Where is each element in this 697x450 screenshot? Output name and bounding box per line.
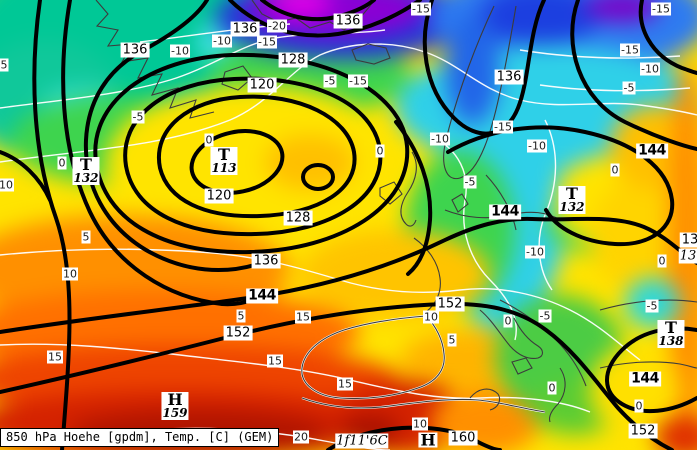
height-label: 136 [230,21,260,37]
temp-label: -15 [257,35,277,49]
pressure-center: H [418,430,438,450]
temp-label: -5 [323,74,337,88]
temp-label: 15 [337,377,353,391]
temp-label: -10 [212,34,232,48]
temp-label: 0 [634,399,644,413]
pressure-center: H 159 [161,392,189,420]
temp-label: 5 [236,309,246,323]
temp-label: 5 [447,333,457,347]
temp-label: -5 [622,81,636,95]
temp-label: 0 [57,156,67,170]
height-label: 136 [120,42,150,58]
pressure-center: T 132 [72,157,100,185]
temp-label: 5 [0,58,9,72]
temp-label: 15 [295,310,311,324]
temp-label: 0 [610,163,620,177]
temp-label: 15 [47,350,63,364]
temp-label: -10 [525,245,545,259]
height-label: 128 [278,52,308,68]
pressure-center-value: 113 [210,161,238,175]
temp-label: 0 [657,254,667,268]
pressure-center: T 113 [210,147,238,175]
temp-label: -15 [348,74,368,88]
temp-label: -15 [651,2,671,16]
height-label: 160 [448,430,478,446]
temp-label: -10 [640,62,660,76]
height-label: 136 [251,253,281,269]
height-label: 144 [246,287,278,304]
pressure-center-letter: T [558,186,586,202]
temp-label: -5 [463,175,477,189]
pressure-center: T 138 [657,320,685,348]
temp-label: -20 [267,19,287,33]
pressure-center-value: 138 [657,334,685,348]
temp-label: -5 [645,299,659,313]
pressure-center-letter: T [657,320,685,336]
height-label: 144 [489,203,521,220]
pressure-center-value: 132 [558,200,586,214]
height-label: 152 [223,325,253,341]
temp-label: -10 [170,44,190,58]
pressure-center-value: 159 [161,406,189,420]
temp-label: 0 [503,314,513,328]
pressure-center-letter: T [210,147,238,163]
temp-label: -10 [527,139,547,153]
temp-label: -15 [620,43,640,57]
temp-label: 10 [62,267,78,281]
temp-label: -15 [493,120,513,134]
info-bar: 850 hPa Hoehe [gpdm], Temp. [C] (GEM) [0,428,280,447]
height-label: 128 [283,210,313,226]
cut-label: 13 [678,248,697,264]
temp-label: 5 [81,230,91,244]
temp-label: 10 [423,310,439,324]
pressure-center-letter: H [418,430,438,450]
temp-label: 10 [412,417,428,431]
height-label: 144 [629,370,661,387]
pressure-center-value: 132 [72,171,100,185]
height-label: 144 [636,142,668,159]
pressure-center: T 132 [558,186,586,214]
temp-label: -5 [131,110,145,124]
height-label: 13 [679,232,697,248]
pressure-center-letter: H [161,392,189,408]
cut-label: 1f11'6C [335,433,389,449]
temp-label: 20 [293,430,309,444]
temp-label: -5 [538,309,552,323]
temp-label: 0 [204,133,214,147]
temp-label: 0 [375,144,385,158]
height-label: 152 [435,296,465,312]
height-label: 120 [204,188,234,204]
temp-label: -15 [411,2,431,16]
temp-label: -10 [430,132,450,146]
height-label: 152 [628,423,658,439]
temp-label: 10 [0,178,14,192]
temp-label: 0 [547,381,557,395]
pressure-center-letter: T [72,157,100,173]
height-label: 136 [333,13,363,29]
height-label: 120 [247,77,277,93]
height-label: 136 [494,69,524,85]
temp-label: 15 [267,354,283,368]
